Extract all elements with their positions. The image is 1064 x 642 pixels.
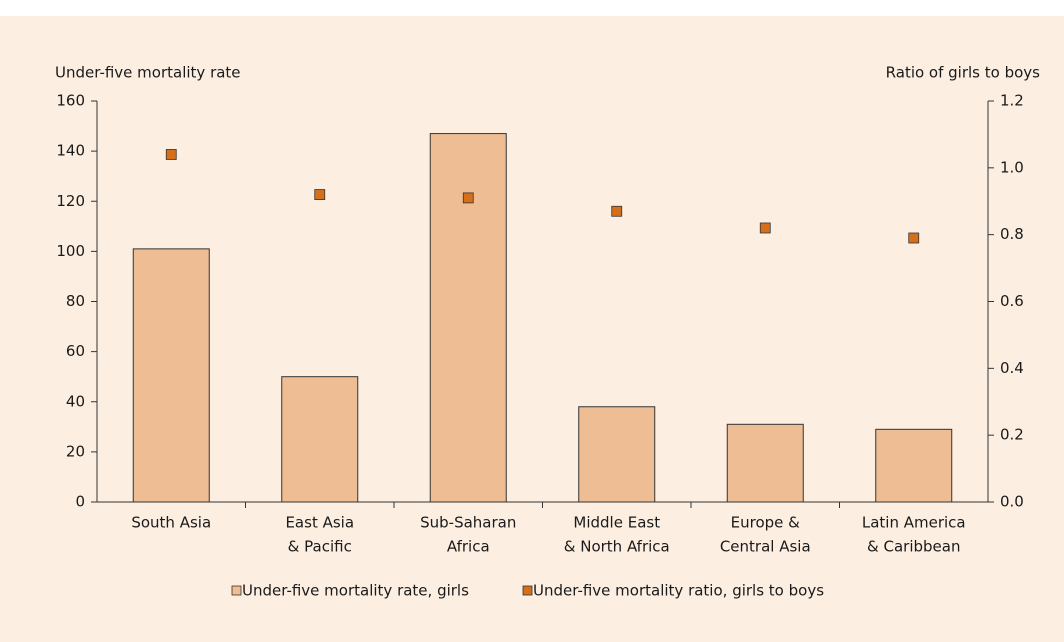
legend-swatch: [522, 585, 533, 596]
x-tick-label: & Caribbean: [867, 538, 960, 556]
marker: [908, 232, 920, 244]
y2-tick-label: 1.2: [1000, 92, 1024, 110]
y-tick-label: 160: [56, 92, 85, 110]
y-tick-label: 20: [66, 442, 85, 460]
y-tick-label: 140: [56, 142, 85, 160]
y-axis-label: Under-five mortality rate: [55, 64, 241, 82]
legend-label: Under-five mortality ratio, girls to boy…: [533, 582, 824, 600]
x-tick-label: Europe &: [731, 514, 801, 532]
x-tick-label: South Asia: [131, 514, 211, 532]
bar: [578, 406, 656, 503]
y-tick-label: 120: [56, 192, 85, 210]
y2-tick-label: 0.8: [1000, 225, 1024, 243]
bar: [726, 423, 804, 503]
bar: [429, 133, 507, 503]
y2-axis-label: Ratio of girls to boys: [886, 64, 1041, 82]
x-tick-label: Middle East: [573, 514, 660, 532]
bar: [132, 248, 210, 503]
y2-tick-label: 1.0: [1000, 158, 1024, 176]
y-tick-label: 0: [75, 493, 85, 511]
bar: [281, 376, 359, 503]
x-tick-label: Central Asia: [720, 538, 811, 556]
legend-label: Under-five mortality rate, girls: [242, 582, 469, 600]
y-tick-label: 100: [56, 242, 85, 260]
legend-swatch: [231, 585, 242, 596]
bar: [875, 428, 953, 503]
marker: [611, 205, 623, 217]
y2-tick-label: 0.6: [1000, 292, 1024, 310]
x-tick-label: Sub-Saharan: [420, 514, 516, 532]
x-tick-label: Africa: [447, 538, 490, 556]
marker: [165, 149, 177, 160]
y2-tick-label: 0.2: [1000, 426, 1024, 444]
marker: [462, 192, 474, 204]
y-tick-label: 80: [66, 292, 85, 310]
y2-tick-label: 0.0: [1000, 493, 1024, 511]
y-tick-label: 60: [66, 342, 85, 360]
x-tick-label: & Pacific: [288, 538, 352, 556]
x-tick-label: East Asia: [285, 514, 354, 532]
marker: [759, 222, 771, 234]
x-tick-label: & North Africa: [564, 538, 670, 556]
marker: [314, 189, 326, 200]
y2-tick-label: 0.4: [1000, 359, 1024, 377]
y-tick-label: 40: [66, 392, 85, 410]
x-tick-label: Latin America: [862, 514, 966, 532]
